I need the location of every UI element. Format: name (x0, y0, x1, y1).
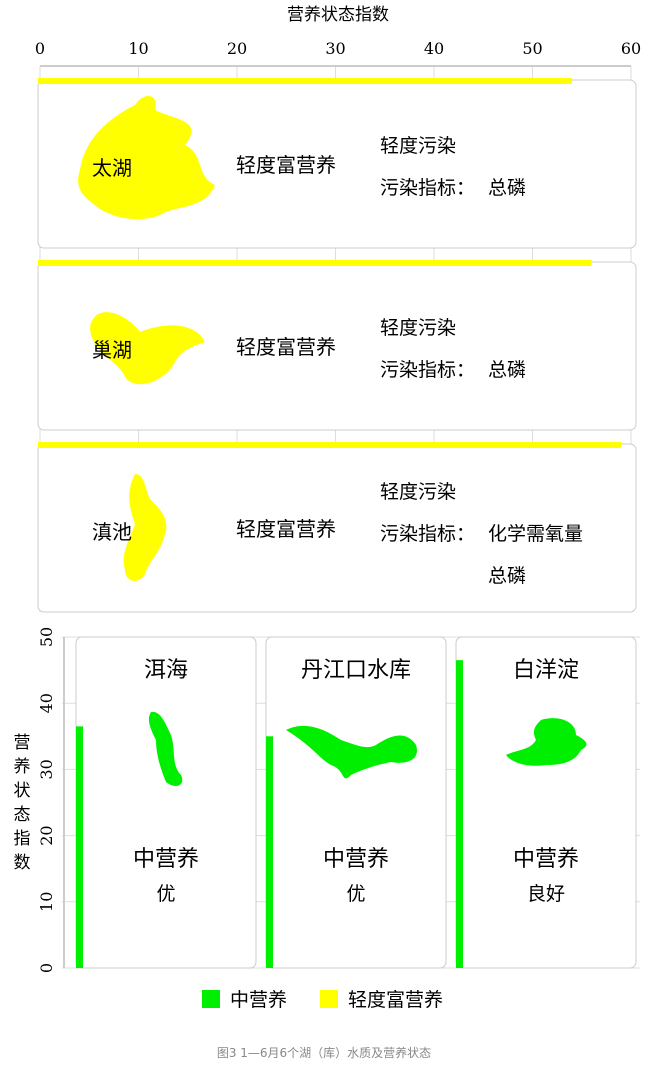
lake-card (455, 636, 637, 969)
indicator-label: 污染指标： (380, 359, 475, 381)
lake-name: 洱海 (144, 658, 188, 683)
x-tick-label: 40 (424, 39, 444, 58)
indicator-label: 污染指标： (380, 177, 475, 199)
figure-caption: 图3 1—6月6个湖（库）水质及营养状态 (216, 1046, 432, 1060)
water-quality: 优 (346, 883, 365, 905)
x-tick-label: 50 (522, 39, 542, 58)
trophic-state: 中营养 (513, 847, 579, 872)
trophic-state: 轻度富营养 (236, 153, 336, 177)
bar (38, 442, 622, 448)
lake-name: 滇池 (92, 520, 132, 544)
lake-shape (78, 95, 215, 220)
indicator-value: 总磷 (488, 359, 526, 381)
y-tick-label: 50 (37, 627, 56, 647)
y-axis-title-char: 指 (14, 829, 31, 849)
y-tick-label: 40 (37, 693, 56, 713)
y-axis-title-char: 营 (14, 733, 31, 753)
lake-name: 太湖 (92, 156, 132, 180)
trophic-state: 中营养 (133, 847, 199, 872)
lake-card (265, 636, 447, 969)
y-axis-title-char: 养 (14, 757, 31, 777)
indicator-value: 总磷 (488, 177, 526, 199)
pollution-level: 轻度污染 (380, 135, 456, 157)
trophic-state: 轻度富营养 (236, 517, 336, 541)
y-tick-label: 10 (37, 892, 56, 912)
y-axis-title-char: 状 (14, 781, 31, 801)
pollution-level: 轻度污染 (380, 481, 456, 503)
x-tick-label: 0 (35, 39, 45, 58)
bar (456, 660, 463, 968)
lake-shape (286, 725, 417, 779)
lake-name: 丹江口水库 (301, 658, 411, 683)
lake-name: 白洋淀 (513, 658, 579, 683)
lake-shape (90, 312, 205, 385)
legend-swatch (320, 990, 338, 1008)
y-tick-label: 30 (37, 759, 56, 779)
x-tick-label: 10 (128, 39, 148, 58)
bar (38, 78, 572, 84)
lake-name: 巢湖 (92, 338, 132, 362)
y-axis-title-char: 数 (14, 853, 31, 873)
y-tick-label: 20 (37, 825, 56, 845)
lake-shape (123, 474, 167, 581)
legend-label: 中营养 (230, 989, 287, 1011)
lake-shape (148, 711, 183, 786)
trophic-state: 轻度富营养 (236, 335, 336, 359)
y-axis-title-char: 态 (14, 805, 31, 825)
y-tick-label: 0 (37, 963, 56, 973)
bar (76, 726, 83, 968)
pollution-level: 轻度污染 (380, 317, 456, 339)
x-tick-label: 30 (325, 39, 345, 58)
water-quality: 优 (156, 883, 175, 905)
x-tick-label: 60 (621, 39, 641, 58)
legend-swatch (202, 990, 220, 1008)
bar (266, 736, 273, 968)
trophic-state: 中营养 (323, 847, 389, 872)
indicator-value: 总磷 (488, 565, 526, 587)
x-axis-title: 营养状态指数 (287, 5, 389, 25)
legend-label: 轻度富营养 (348, 989, 443, 1011)
x-tick-label: 20 (227, 39, 247, 58)
lake-shape (506, 718, 587, 766)
lake-card (75, 636, 257, 969)
indicator-value: 化学需氧量 (488, 523, 583, 545)
indicator-label: 污染指标： (380, 523, 475, 545)
bar (38, 260, 592, 266)
water-quality: 良好 (527, 883, 565, 905)
